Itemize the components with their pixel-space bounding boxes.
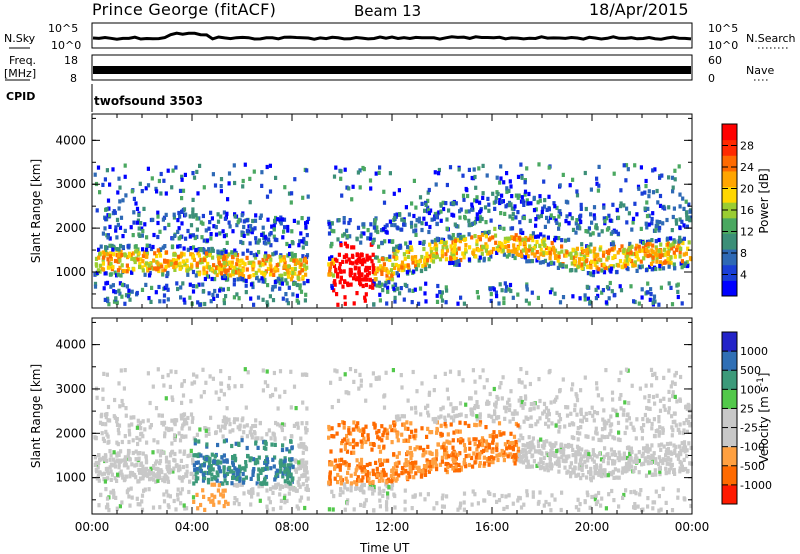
- velocity-colorbar-swatch: [722, 484, 737, 505]
- time-tick-label: 00:00: [675, 520, 710, 534]
- power-y-ticks: 4000 3000 2000 1000: [55, 117, 692, 295]
- time-tick-label: 00:00: [75, 520, 110, 534]
- nsky-label: N.Sky: [4, 32, 36, 45]
- power-colorbar-swatch: [722, 202, 737, 219]
- power-y-tick-label: 3000: [55, 177, 86, 191]
- nsearch-tick-top: 10^5: [708, 22, 738, 35]
- velocity-colorbar-tick: -100: [740, 441, 765, 454]
- cpid-label: CPID: [6, 90, 35, 103]
- velocity-colorbar-tick: 25: [740, 402, 754, 415]
- velocity-colorbar: 1000 500 100 25 -25 -100 -500 -1000: [721, 331, 772, 505]
- time-tick-label: 20:00: [575, 520, 610, 534]
- freq-panel: Freq. [MHz] 18 8 60 0 Nave: [4, 54, 774, 85]
- freq-unit: [MHz]: [4, 67, 36, 80]
- power-y-tick-label: 2000: [55, 221, 86, 235]
- power-x-ticks: [91, 114, 693, 308]
- cpid-value: twofsound 3503: [94, 94, 203, 108]
- station-title: Prince George (fitACF): [92, 0, 277, 19]
- power-colorbar-tick: 20: [740, 183, 754, 196]
- power-colorbar-swatch: [722, 139, 737, 156]
- velocity-y-tick-label: 3000: [55, 382, 86, 396]
- freq-band: [93, 66, 691, 74]
- power-colorbar-tick: 8: [740, 247, 747, 260]
- beam-title: Beam 13: [354, 2, 422, 20]
- velocity-data: [93, 367, 693, 513]
- power-data: [93, 162, 693, 307]
- time-tick-label: 16:00: [475, 520, 510, 534]
- power-panel: 4000 3000 2000 1000 Slant Range [km] 28 24 20…: [29, 113, 771, 309]
- nave-tick-top: 60: [708, 54, 722, 67]
- time-tick-label: 04:00: [175, 520, 210, 534]
- nsearch-tick-bottom: 10^0: [708, 39, 738, 52]
- velocity-colorbar-swatch: [722, 427, 737, 448]
- nsearch-label: N.Search: [746, 32, 796, 45]
- power-colorbar-swatch: [722, 233, 737, 250]
- velocity-colorbar-label-main: Velocity [m s: [757, 386, 771, 463]
- power-colorbar-tick: 16: [740, 204, 754, 217]
- velocity-colorbar-swatch: [722, 351, 737, 371]
- velocity-colorbar-label-end: ]: [757, 373, 771, 378]
- power-colorbar-swatch: [722, 170, 737, 188]
- power-y-tick-label: 4000: [55, 133, 86, 147]
- velocity-colorbar-tick: 100: [740, 383, 761, 396]
- velocity-x-ticks: 00:00 04:00 08:00 12:00 16:00 20:00 00:00: [75, 318, 710, 534]
- power-colorbar-tick: 4: [740, 269, 747, 282]
- velocity-y-tick-label: 2000: [55, 426, 86, 440]
- power-y-tick-label: 1000: [55, 265, 86, 279]
- velocity-y-tick-label: 1000: [55, 471, 86, 485]
- freq-label: Freq.: [9, 54, 36, 67]
- nsky-trace: [92, 31, 692, 41]
- power-colorbar-swatch: [722, 249, 737, 266]
- velocity-colorbar-tick: 1000: [740, 345, 768, 358]
- freq-tick-bottom: 8: [70, 72, 77, 85]
- velocity-ylabel: Slant Range [km]: [29, 364, 43, 468]
- velocity-colorbar-swatch: [722, 332, 737, 352]
- velocity-colorbar-swatch: [722, 408, 737, 429]
- power-colorbar-swatch: [722, 155, 737, 172]
- velocity-colorbar-label-sup: -1: [756, 377, 766, 386]
- time-tick-label: 08:00: [275, 520, 310, 534]
- power-colorbar-tick: 28: [740, 140, 754, 153]
- nsky-tick-top: 10^5: [48, 22, 78, 35]
- power-colorbar-tick: 24: [740, 161, 754, 174]
- nsky-panel: N.Sky 10^5 10^0 10^5 10^0 N.Search: [4, 22, 796, 52]
- cpid-panel: CPID twofsound 3503: [6, 84, 203, 112]
- nave-tick-bottom: 0: [708, 72, 715, 85]
- power-colorbar-swatch: [722, 124, 737, 141]
- velocity-colorbar-tick: -500: [740, 460, 765, 473]
- velocity-colorbar-swatch: [722, 389, 737, 409]
- time-axis-label: Time UT: [359, 541, 410, 554]
- time-tick-label: 12:00: [375, 520, 410, 534]
- freq-tick-top: 18: [64, 54, 78, 67]
- velocity-colorbar-swatch: [722, 370, 737, 390]
- power-colorbar-swatch: [722, 264, 737, 281]
- power-colorbar-swatch: [722, 217, 737, 234]
- power-colorbar-swatch: [722, 280, 737, 297]
- power-colorbar-swatch: [722, 186, 737, 203]
- velocity-y-tick-label: 4000: [55, 338, 86, 352]
- power-colorbar-label: Power [dB]: [757, 168, 771, 233]
- velocity-colorbar-tick: -25: [740, 422, 758, 435]
- nave-label: Nave: [746, 64, 774, 77]
- velocity-colorbar-swatch: [722, 446, 737, 467]
- date-title: 18/Apr/2015: [589, 0, 689, 19]
- power-colorbar: 28 24 20 16 12 8 4: [721, 123, 754, 297]
- velocity-colorbar-label: Velocity [m s-1]: [756, 373, 771, 464]
- velocity-panel: 4000 3000 2000 1000 00:00 04:00 08:00 12:00 16:…: [29, 317, 772, 554]
- velocity-colorbar-tick: -1000: [740, 479, 772, 492]
- power-ylabel: Slant Range [km]: [29, 159, 43, 263]
- velocity-colorbar-swatch: [722, 465, 737, 486]
- nsky-tick-bottom: 10^0: [51, 39, 81, 52]
- velocity-y-ticks: 4000 3000 2000 1000: [55, 321, 692, 501]
- power-colorbar-tick: 12: [740, 226, 754, 239]
- velocity-colorbar-tick: 500: [740, 364, 761, 377]
